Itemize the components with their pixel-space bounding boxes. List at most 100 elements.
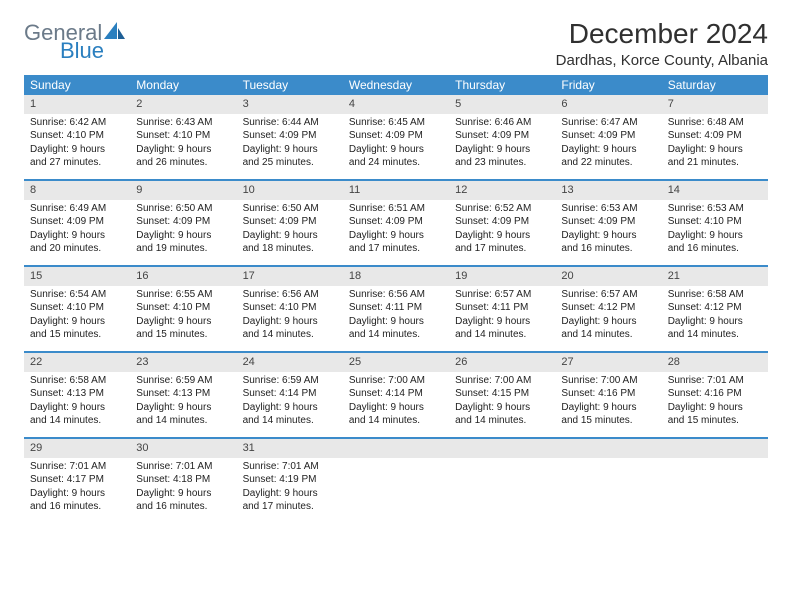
day-cell: 19Sunrise: 6:57 AMSunset: 4:11 PMDayligh… — [449, 267, 555, 351]
sunset-line: Sunset: 4:12 PM — [668, 301, 762, 315]
daylight-line-1: Daylight: 9 hours — [561, 229, 655, 243]
day-header-monday: Monday — [130, 75, 236, 95]
page-header: General Blue December 2024 Dardhas, Korc… — [24, 18, 768, 69]
daylight-line-2: and 15 minutes. — [668, 414, 762, 428]
daylight-line-1: Daylight: 9 hours — [243, 487, 337, 501]
day-cell: 17Sunrise: 6:56 AMSunset: 4:10 PMDayligh… — [237, 267, 343, 351]
calendar: Sunday Monday Tuesday Wednesday Thursday… — [24, 75, 768, 523]
day-content: Sunrise: 6:49 AMSunset: 4:09 PMDaylight:… — [24, 200, 130, 262]
day-cell: 18Sunrise: 6:56 AMSunset: 4:11 PMDayligh… — [343, 267, 449, 351]
daylight-line-1: Daylight: 9 hours — [561, 401, 655, 415]
day-number: 6 — [555, 95, 661, 114]
sunset-line: Sunset: 4:12 PM — [561, 301, 655, 315]
day-content: Sunrise: 7:01 AMSunset: 4:18 PMDaylight:… — [130, 458, 236, 520]
sunrise-line: Sunrise: 7:00 AM — [561, 374, 655, 388]
day-number — [449, 439, 555, 458]
day-number: 11 — [343, 181, 449, 200]
sunrise-line: Sunrise: 6:48 AM — [668, 116, 762, 130]
day-cell: 15Sunrise: 6:54 AMSunset: 4:10 PMDayligh… — [24, 267, 130, 351]
sunrise-line: Sunrise: 6:56 AM — [349, 288, 443, 302]
daylight-line-1: Daylight: 9 hours — [243, 401, 337, 415]
day-content: Sunrise: 6:42 AMSunset: 4:10 PMDaylight:… — [24, 114, 130, 176]
day-content: Sunrise: 6:44 AMSunset: 4:09 PMDaylight:… — [237, 114, 343, 176]
day-cell: 2Sunrise: 6:43 AMSunset: 4:10 PMDaylight… — [130, 95, 236, 179]
day-content: Sunrise: 6:53 AMSunset: 4:09 PMDaylight:… — [555, 200, 661, 262]
sunset-line: Sunset: 4:18 PM — [136, 473, 230, 487]
day-content: Sunrise: 6:45 AMSunset: 4:09 PMDaylight:… — [343, 114, 449, 176]
sunset-line: Sunset: 4:10 PM — [30, 301, 124, 315]
day-cell: 6Sunrise: 6:47 AMSunset: 4:09 PMDaylight… — [555, 95, 661, 179]
daylight-line-2: and 14 minutes. — [668, 328, 762, 342]
day-number: 14 — [662, 181, 768, 200]
day-cell: 3Sunrise: 6:44 AMSunset: 4:09 PMDaylight… — [237, 95, 343, 179]
day-content: Sunrise: 7:01 AMSunset: 4:19 PMDaylight:… — [237, 458, 343, 520]
day-cell — [662, 439, 768, 523]
sunrise-line: Sunrise: 6:55 AM — [136, 288, 230, 302]
day-cell — [449, 439, 555, 523]
day-cell: 29Sunrise: 7:01 AMSunset: 4:17 PMDayligh… — [24, 439, 130, 523]
day-number: 4 — [343, 95, 449, 114]
sunrise-line: Sunrise: 7:00 AM — [455, 374, 549, 388]
day-content — [343, 458, 449, 518]
daylight-line-1: Daylight: 9 hours — [455, 143, 549, 157]
day-cell: 7Sunrise: 6:48 AMSunset: 4:09 PMDaylight… — [662, 95, 768, 179]
day-header-tuesday: Tuesday — [237, 75, 343, 95]
day-number: 9 — [130, 181, 236, 200]
sunset-line: Sunset: 4:13 PM — [136, 387, 230, 401]
daylight-line-1: Daylight: 9 hours — [561, 315, 655, 329]
day-cell — [555, 439, 661, 523]
day-header-saturday: Saturday — [662, 75, 768, 95]
day-content: Sunrise: 6:48 AMSunset: 4:09 PMDaylight:… — [662, 114, 768, 176]
daylight-line-1: Daylight: 9 hours — [136, 401, 230, 415]
daylight-line-2: and 17 minutes. — [455, 242, 549, 256]
daylight-line-1: Daylight: 9 hours — [349, 315, 443, 329]
sunrise-line: Sunrise: 6:52 AM — [455, 202, 549, 216]
sunrise-line: Sunrise: 7:01 AM — [243, 460, 337, 474]
day-number: 20 — [555, 267, 661, 286]
daylight-line-1: Daylight: 9 hours — [668, 143, 762, 157]
day-number: 24 — [237, 353, 343, 372]
day-content — [449, 458, 555, 518]
sunset-line: Sunset: 4:09 PM — [243, 129, 337, 143]
daylight-line-1: Daylight: 9 hours — [30, 401, 124, 415]
daylight-line-1: Daylight: 9 hours — [243, 143, 337, 157]
day-cell: 25Sunrise: 7:00 AMSunset: 4:14 PMDayligh… — [343, 353, 449, 437]
sunset-line: Sunset: 4:17 PM — [30, 473, 124, 487]
sunrise-line: Sunrise: 7:00 AM — [349, 374, 443, 388]
day-cell: 12Sunrise: 6:52 AMSunset: 4:09 PMDayligh… — [449, 181, 555, 265]
day-cell: 1Sunrise: 6:42 AMSunset: 4:10 PMDaylight… — [24, 95, 130, 179]
day-number — [555, 439, 661, 458]
sunrise-line: Sunrise: 6:47 AM — [561, 116, 655, 130]
daylight-line-1: Daylight: 9 hours — [668, 315, 762, 329]
day-number: 26 — [449, 353, 555, 372]
day-content — [555, 458, 661, 518]
daylight-line-2: and 14 minutes. — [349, 414, 443, 428]
daylight-line-2: and 26 minutes. — [136, 156, 230, 170]
sunset-line: Sunset: 4:09 PM — [561, 215, 655, 229]
sunrise-line: Sunrise: 6:44 AM — [243, 116, 337, 130]
day-number: 10 — [237, 181, 343, 200]
day-number: 28 — [662, 353, 768, 372]
day-content: Sunrise: 6:56 AMSunset: 4:11 PMDaylight:… — [343, 286, 449, 348]
week-row: 15Sunrise: 6:54 AMSunset: 4:10 PMDayligh… — [24, 267, 768, 353]
day-number: 21 — [662, 267, 768, 286]
daylight-line-2: and 21 minutes. — [668, 156, 762, 170]
sunset-line: Sunset: 4:14 PM — [349, 387, 443, 401]
day-content: Sunrise: 7:00 AMSunset: 4:16 PMDaylight:… — [555, 372, 661, 434]
day-cell: 23Sunrise: 6:59 AMSunset: 4:13 PMDayligh… — [130, 353, 236, 437]
sunrise-line: Sunrise: 6:50 AM — [136, 202, 230, 216]
day-cell: 27Sunrise: 7:00 AMSunset: 4:16 PMDayligh… — [555, 353, 661, 437]
day-content: Sunrise: 6:52 AMSunset: 4:09 PMDaylight:… — [449, 200, 555, 262]
day-header-wednesday: Wednesday — [343, 75, 449, 95]
day-content: Sunrise: 6:54 AMSunset: 4:10 PMDaylight:… — [24, 286, 130, 348]
sunset-line: Sunset: 4:10 PM — [136, 129, 230, 143]
daylight-line-2: and 17 minutes. — [349, 242, 443, 256]
daylight-line-2: and 16 minutes. — [30, 500, 124, 514]
day-header-sunday: Sunday — [24, 75, 130, 95]
day-cell: 10Sunrise: 6:50 AMSunset: 4:09 PMDayligh… — [237, 181, 343, 265]
daylight-line-2: and 25 minutes. — [243, 156, 337, 170]
daylight-line-2: and 20 minutes. — [30, 242, 124, 256]
daylight-line-1: Daylight: 9 hours — [668, 401, 762, 415]
daylight-line-1: Daylight: 9 hours — [455, 401, 549, 415]
day-content: Sunrise: 6:57 AMSunset: 4:11 PMDaylight:… — [449, 286, 555, 348]
